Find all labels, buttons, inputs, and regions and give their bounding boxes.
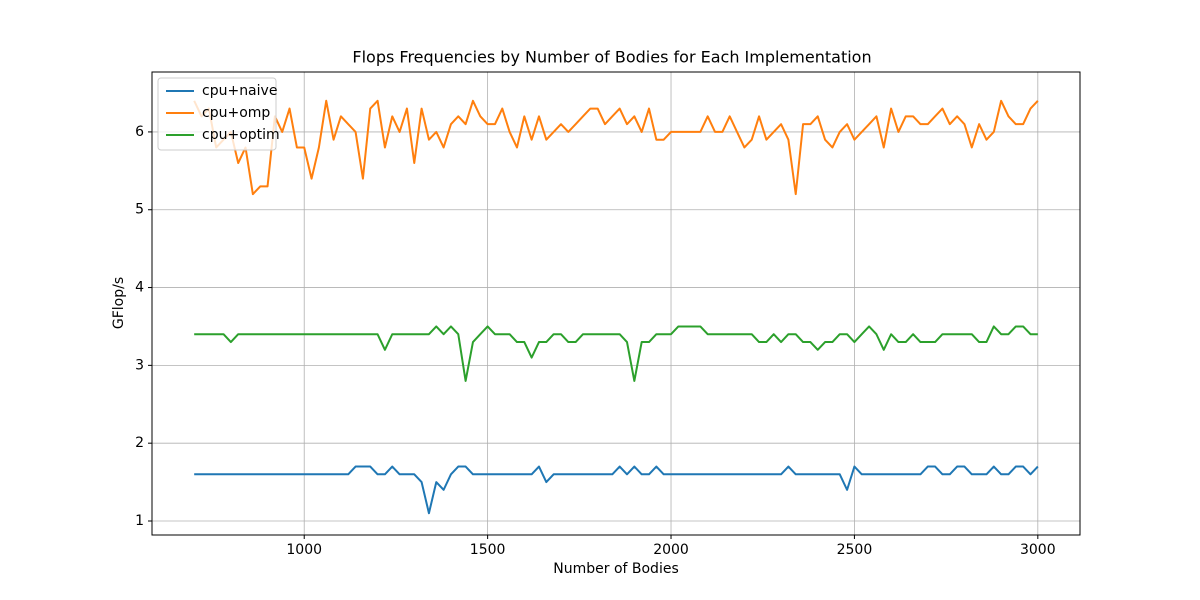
x-tick-label: 3000 [1020, 542, 1056, 558]
data-line [193, 99, 1039, 196]
y-tick-label: 2 [135, 435, 144, 451]
x-tick-label: 1000 [286, 542, 322, 558]
y-tick-label: 6 [135, 124, 144, 140]
y-tick-label: 4 [135, 280, 144, 296]
y-tick-label: 5 [135, 202, 144, 218]
plot-frame [151, 71, 1081, 536]
legend-label: cpu+omp [202, 105, 270, 121]
y-tick-label: 3 [135, 357, 144, 373]
y-axis-label: GFlop/s [111, 277, 127, 329]
x-tick-label: 2000 [653, 542, 689, 558]
x-tick-label: 1500 [470, 542, 506, 558]
data-line [194, 465, 1039, 515]
data-line [194, 325, 1038, 382]
legend-label: cpu+optim [202, 127, 280, 143]
chart-title: Flops Frequencies by Number of Bodies fo… [352, 48, 871, 67]
legend-label: cpu+naive [202, 83, 277, 99]
y-tick-label: 1 [135, 513, 144, 529]
legend-box [157, 77, 277, 151]
x-axis-label: Number of Bodies [553, 561, 679, 577]
x-tick-label: 2500 [837, 542, 873, 558]
